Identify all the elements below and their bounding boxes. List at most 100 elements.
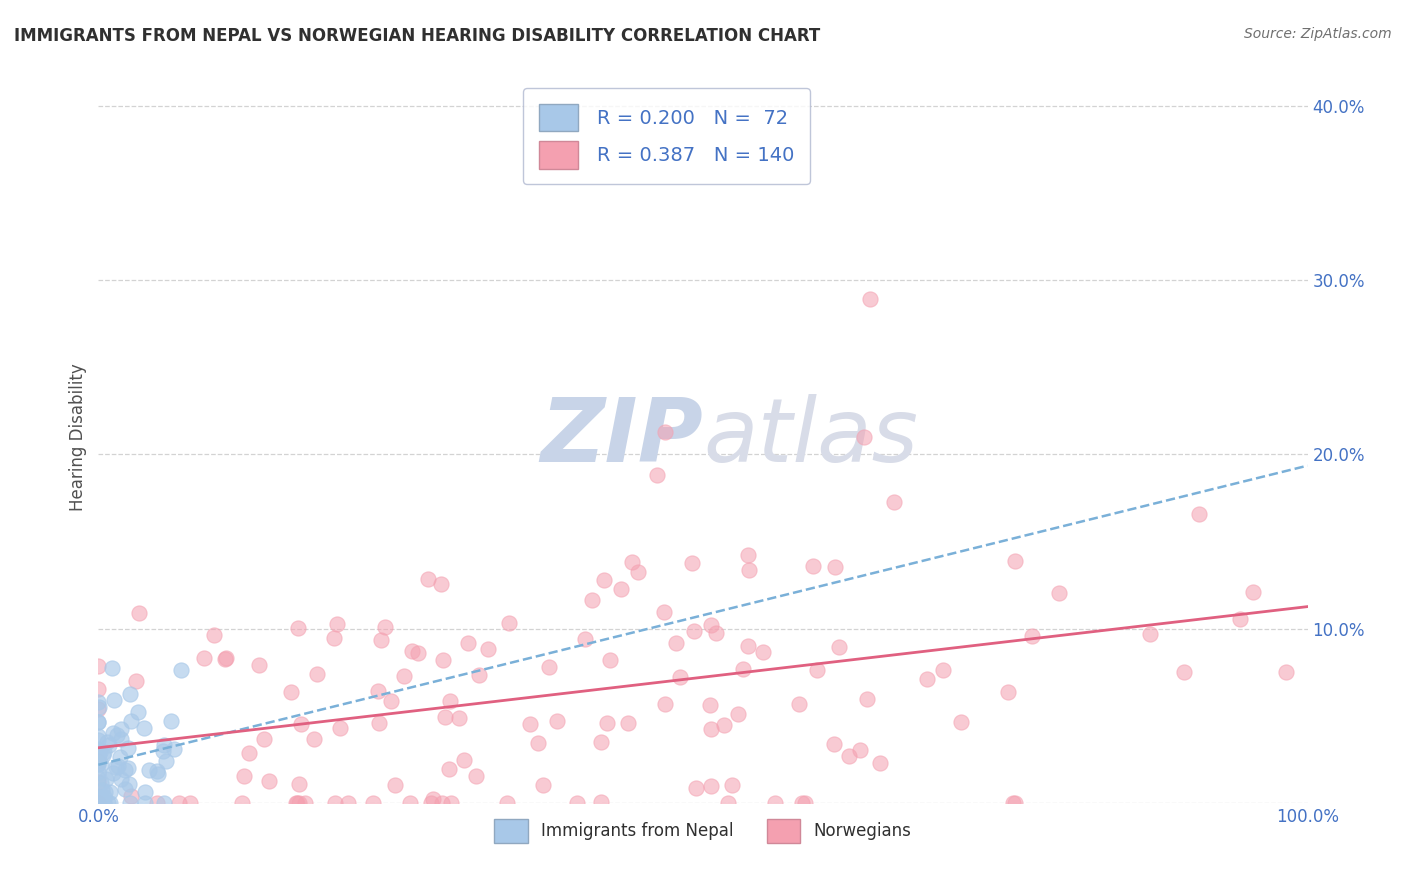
Point	[87, 742, 110, 756]
Point	[87, 796, 110, 810]
Point	[589, 795, 612, 809]
Point	[257, 773, 280, 788]
Point	[87, 747, 110, 761]
Point	[406, 646, 429, 660]
Point	[627, 565, 650, 579]
Point	[247, 657, 270, 672]
Point	[950, 714, 973, 729]
Point	[114, 763, 136, 777]
Point	[87, 756, 110, 771]
Point	[90, 775, 112, 789]
Point	[93, 796, 115, 810]
Y-axis label: Hearing Disability: Hearing Disability	[69, 363, 87, 511]
Point	[1139, 627, 1161, 641]
Text: ZIP: ZIP	[540, 393, 703, 481]
Point	[87, 714, 110, 729]
Point	[915, 673, 938, 687]
Point	[288, 796, 311, 810]
Point	[87, 714, 110, 729]
Point	[232, 769, 254, 783]
Point	[869, 756, 891, 771]
Point	[700, 722, 723, 736]
Point	[138, 763, 160, 777]
Point	[1275, 665, 1298, 680]
Point	[609, 582, 631, 596]
Point	[127, 705, 149, 719]
Point	[98, 796, 121, 810]
Point	[87, 695, 110, 709]
Point	[93, 745, 115, 759]
Point	[527, 736, 550, 750]
Point	[114, 781, 136, 796]
Point	[98, 784, 121, 798]
Point	[87, 747, 110, 762]
Point	[89, 745, 111, 759]
Point	[87, 772, 110, 786]
Text: Source: ZipAtlas.com: Source: ZipAtlas.com	[1244, 27, 1392, 41]
Point	[721, 778, 744, 792]
Point	[859, 293, 882, 307]
Point	[681, 556, 703, 570]
Point	[118, 687, 141, 701]
Point	[645, 468, 668, 483]
Point	[155, 755, 177, 769]
Point	[94, 785, 117, 799]
Point	[202, 628, 225, 642]
Point	[997, 685, 1019, 699]
Point	[394, 669, 416, 683]
Point	[380, 694, 402, 708]
Point	[100, 661, 122, 675]
Point	[595, 716, 617, 731]
Point	[120, 714, 142, 728]
Point	[132, 721, 155, 735]
Point	[87, 702, 110, 716]
Point	[118, 777, 141, 791]
Point	[737, 640, 759, 654]
Point	[146, 764, 169, 779]
Point	[159, 714, 181, 728]
Point	[464, 769, 486, 783]
Point	[477, 642, 499, 657]
Point	[93, 790, 115, 805]
Point	[87, 756, 110, 771]
Point	[128, 606, 150, 620]
Point	[87, 750, 110, 764]
Point	[90, 757, 112, 772]
Point	[288, 777, 311, 791]
Point	[853, 430, 876, 444]
Point	[565, 796, 588, 810]
Point	[849, 743, 872, 757]
Point	[752, 645, 775, 659]
Point	[429, 577, 451, 591]
Point	[87, 750, 110, 764]
Point	[87, 775, 110, 789]
Point	[932, 663, 955, 677]
Point	[193, 651, 215, 665]
Point	[124, 673, 146, 688]
Point	[285, 796, 308, 810]
Point	[1047, 586, 1070, 600]
Point	[87, 796, 110, 810]
Point	[793, 796, 815, 810]
Point	[238, 747, 260, 761]
Point	[437, 762, 460, 776]
Point	[787, 698, 810, 712]
Point	[101, 765, 124, 780]
Point	[120, 789, 142, 803]
Point	[654, 698, 676, 712]
Point	[733, 662, 755, 676]
Point	[416, 572, 439, 586]
Text: IMMIGRANTS FROM NEPAL VS NORWEGIAN HEARING DISABILITY CORRELATION CHART: IMMIGRANTS FROM NEPAL VS NORWEGIAN HEARI…	[14, 27, 820, 45]
Point	[1188, 507, 1211, 521]
Point	[108, 749, 131, 764]
Point	[498, 616, 520, 631]
Point	[336, 796, 359, 810]
Point	[145, 796, 167, 810]
Point	[824, 560, 846, 574]
Point	[361, 796, 384, 810]
Point	[1173, 665, 1195, 679]
Point	[439, 694, 461, 708]
Point	[326, 617, 349, 632]
Point	[215, 651, 238, 665]
Point	[107, 759, 129, 773]
